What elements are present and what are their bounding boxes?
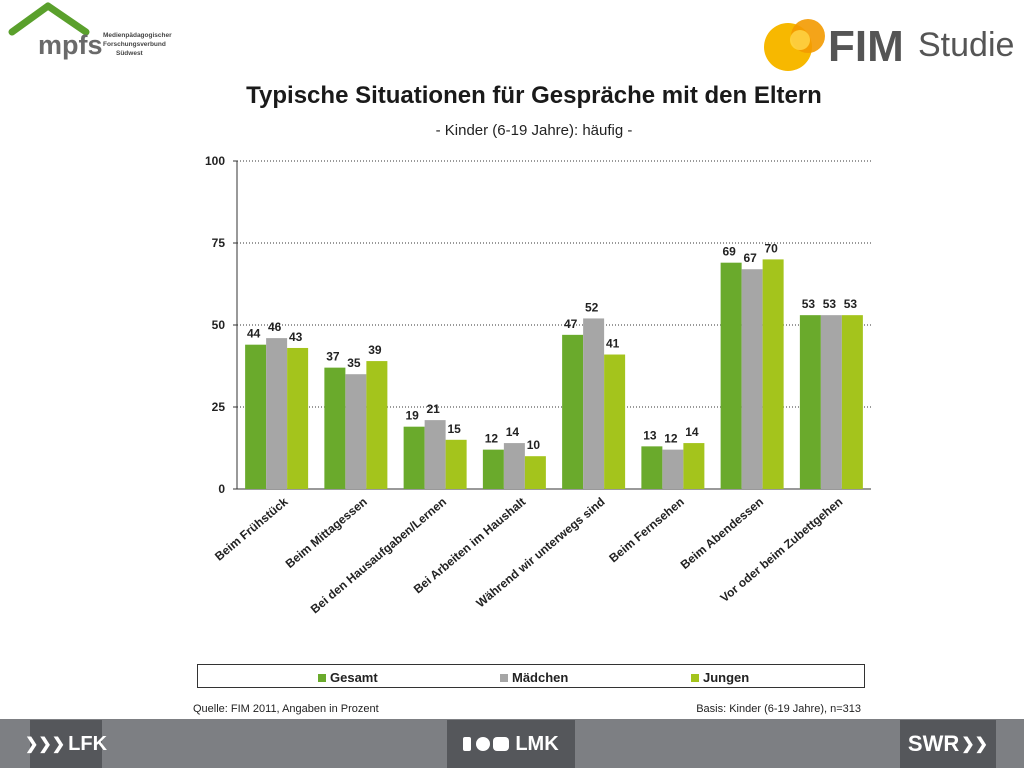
mpfs-roof-icon: [8, 2, 90, 36]
y-tick-label: 0: [218, 482, 225, 496]
bar: [524, 456, 546, 489]
swr-logo-text: SWR: [907, 731, 960, 756]
data-label: 14: [506, 425, 520, 439]
data-label: 53: [802, 297, 816, 311]
data-label: 44: [247, 327, 261, 341]
mpfs-sub-line-3: Südwest: [116, 50, 143, 57]
bar: [641, 446, 663, 489]
chart-title: Typische Situationen für Gespräche mit d…: [246, 82, 822, 109]
lmk-logo: LMK: [447, 720, 575, 768]
bar: [820, 315, 842, 489]
legend-label-jungen: Jungen: [703, 670, 750, 685]
bar: [720, 262, 742, 489]
mpfs-logo-text: mpfs: [38, 30, 103, 60]
bar: [741, 269, 763, 489]
legend-swatch-gesamt: [318, 674, 326, 682]
y-tick-label: 25: [212, 400, 226, 414]
x-tick-label: Beim Abendessen: [678, 495, 766, 572]
data-label: 13: [643, 428, 657, 442]
lmk-mark-icon: [463, 737, 510, 751]
legend-swatch-maedchen: [500, 674, 508, 682]
y-tick-label: 50: [212, 318, 226, 332]
bar: [482, 449, 504, 489]
x-tick-label: Bei den Hausaufgaben/Lernen: [308, 495, 449, 617]
legend-label-maedchen: Mädchen: [512, 670, 569, 685]
mpfs-sub-line-2: Forschungsverbund: [103, 41, 166, 48]
bar: [266, 338, 288, 489]
x-tick-label: Während wir unterwegs sind: [473, 495, 607, 611]
bar: [662, 449, 684, 489]
bar: [324, 367, 346, 489]
bar: [424, 420, 446, 489]
y-tick-label: 75: [212, 236, 226, 250]
lfk-logo-text: LFK: [68, 732, 108, 755]
data-label: 52: [585, 300, 599, 314]
legend-label-gesamt: Gesamt: [330, 670, 378, 685]
data-label: 53: [844, 297, 858, 311]
data-label: 14: [685, 425, 699, 439]
data-label: 10: [527, 438, 541, 452]
data-label: 19: [405, 409, 419, 423]
data-label: 39: [368, 343, 382, 357]
chart-subtitle: - Kinder (6-19 Jahre): häufig -: [435, 122, 633, 139]
bar: [503, 443, 525, 489]
bar: [604, 354, 626, 489]
lmk-logo-text: LMK: [515, 732, 559, 755]
data-label: 35: [347, 356, 361, 370]
swr-logo: SWR ❯❯: [900, 720, 996, 768]
data-label: 70: [764, 241, 778, 255]
bar: [366, 361, 388, 489]
bar: [841, 315, 863, 489]
legend-item-maedchen: Mädchen: [500, 670, 568, 685]
data-label: 41: [606, 337, 620, 351]
lfk-logo: ❯❯❯ LFK: [25, 720, 107, 768]
x-tick-label: Beim Mittagessen: [283, 495, 370, 571]
fim-logo-bold: FIM: [828, 22, 904, 71]
data-label: 46: [268, 320, 282, 334]
legend-item-gesamt: Gesamt: [318, 670, 378, 685]
x-tick-label: Beim Frühstück: [212, 494, 291, 563]
legend-item-jungen: Jungen: [691, 670, 749, 685]
bar: [445, 439, 467, 489]
source-note: Quelle: FIM 2011, Angaben in Prozent: [193, 703, 379, 715]
fim-studie-logo: FIM Studie: [760, 10, 1020, 76]
bar: [245, 344, 267, 489]
data-label: 47: [564, 317, 578, 331]
bar: [403, 426, 425, 489]
data-label: 53: [823, 297, 837, 311]
chart-legend: Gesamt Mädchen Jungen: [197, 664, 865, 688]
data-label: 69: [722, 245, 736, 259]
data-label: 67: [743, 251, 757, 265]
legend-swatch-jungen: [691, 674, 699, 682]
fim-sun-icon: [764, 19, 825, 71]
bar: [287, 347, 309, 489]
bar: [583, 318, 605, 489]
y-tick-label: 100: [205, 154, 225, 168]
data-label: 21: [426, 402, 440, 416]
data-label: 12: [485, 432, 499, 446]
basis-note: Basis: Kinder (6-19 Jahre), n=313: [696, 703, 861, 715]
x-tick-label: Beim Fernsehen: [606, 495, 687, 566]
bar: [345, 374, 367, 489]
data-label: 37: [326, 350, 340, 364]
data-label: 12: [664, 432, 678, 446]
bar: [683, 443, 705, 489]
bar: [762, 259, 784, 489]
data-label: 43: [289, 330, 303, 344]
fim-logo-light: Studie: [918, 26, 1015, 64]
mpfs-logo: mpfs Medienpädagogischer Forschungsverbu…: [8, 2, 178, 64]
mpfs-sub-line-1: Medienpädagogischer: [103, 32, 172, 39]
data-label: 15: [447, 422, 461, 436]
bar: [799, 315, 821, 489]
bar: [562, 334, 584, 489]
